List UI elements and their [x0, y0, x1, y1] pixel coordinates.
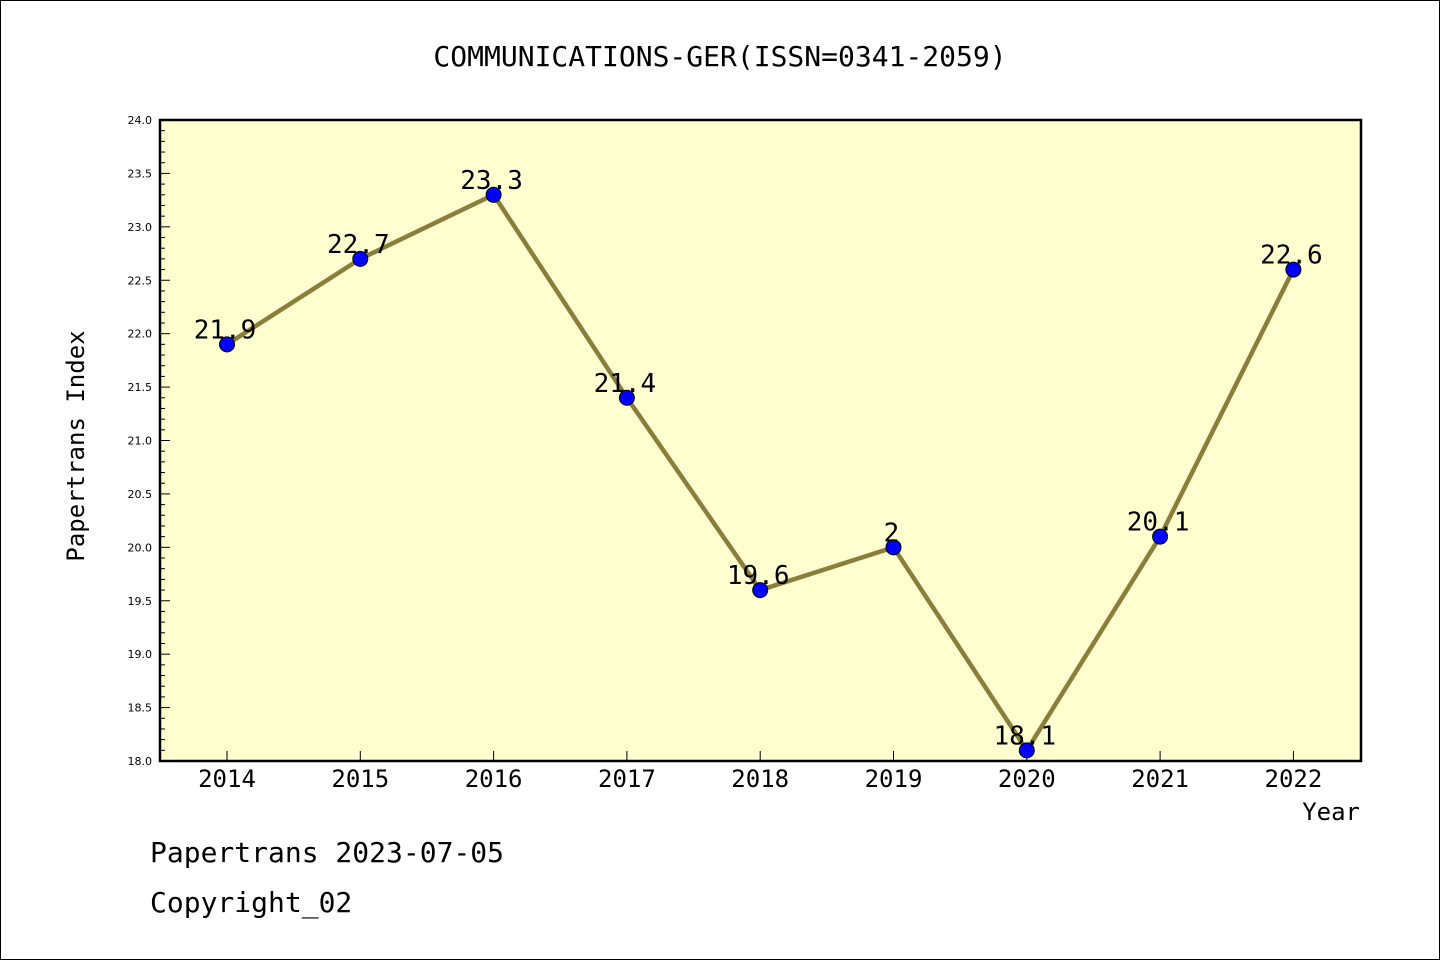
data-point	[1152, 528, 1169, 545]
y-tick-label: 18.0	[128, 755, 153, 768]
y-tick-label: 20.5	[128, 488, 153, 501]
data-point	[618, 389, 635, 406]
data-label: 19.6	[727, 561, 790, 591]
y-axis: 18.0 18.5 19.0 19.5 20.0 20.5 21.0 21.5 22.0 22.5…	[128, 114, 170, 768]
data-label: 20.1	[1127, 508, 1190, 538]
x-tick-label: 2017	[598, 765, 656, 793]
y-tick-label: 22.0	[128, 328, 153, 341]
data-point	[485, 186, 502, 203]
data-label: 2	[884, 518, 900, 548]
data-point	[1285, 261, 1302, 278]
data-point	[219, 336, 235, 353]
x-tick-label: 2014	[198, 765, 256, 793]
footer-copyright: Copyright_02	[150, 886, 353, 919]
y-tick-label: 24.0	[128, 114, 153, 127]
data-label: 21.9	[194, 315, 257, 345]
data-point	[885, 539, 902, 556]
data-point	[1018, 742, 1035, 759]
data-label: 22.6	[1260, 241, 1323, 271]
chart-title: COMMUNICATIONS-GER(ISSN=0341-2059)	[433, 40, 1006, 73]
data-point	[752, 582, 769, 599]
y-tick-label: 18.5	[128, 702, 153, 715]
x-tick-label: 2016	[465, 765, 523, 793]
x-tick-label: 2018	[731, 765, 789, 793]
y-tick-label: 19.0	[128, 648, 153, 661]
y-tick-label: 23.5	[128, 167, 153, 180]
data-label: 21.4	[594, 369, 657, 399]
y-tick-label: 19.5	[128, 595, 153, 608]
y-tick-label: 21.5	[128, 381, 153, 394]
y-tick-label: 20.0	[128, 541, 153, 554]
data-label: 18.1	[993, 721, 1056, 751]
data-label: 23.3	[460, 166, 523, 196]
y-tick-label: 23.0	[128, 221, 153, 234]
x-tick-label: 2015	[331, 765, 389, 793]
data-point	[352, 250, 369, 267]
data-label: 22.7	[327, 230, 390, 260]
footer-date: Papertrans 2023-07-05	[150, 836, 505, 869]
series-layer: 21.9 22.7 23.3 21.4 19.6 2 18.1 20.1 22.6	[194, 166, 1323, 759]
y-axis-label: Papertrans Index	[62, 330, 90, 561]
plot-area	[158, 118, 1363, 763]
x-axis: 2014 2015 2016 2017 2018 2019 2020 2021 2022	[198, 751, 1322, 793]
x-tick-label: 2020	[998, 765, 1056, 793]
y-tick-label: 22.5	[128, 274, 153, 287]
x-tick-label: 2019	[865, 765, 923, 793]
x-tick-label: 2021	[1131, 765, 1189, 793]
x-axis-label: Year	[1302, 798, 1360, 826]
x-tick-label: 2022	[1265, 765, 1323, 793]
y-tick-label: 21.0	[128, 435, 153, 448]
